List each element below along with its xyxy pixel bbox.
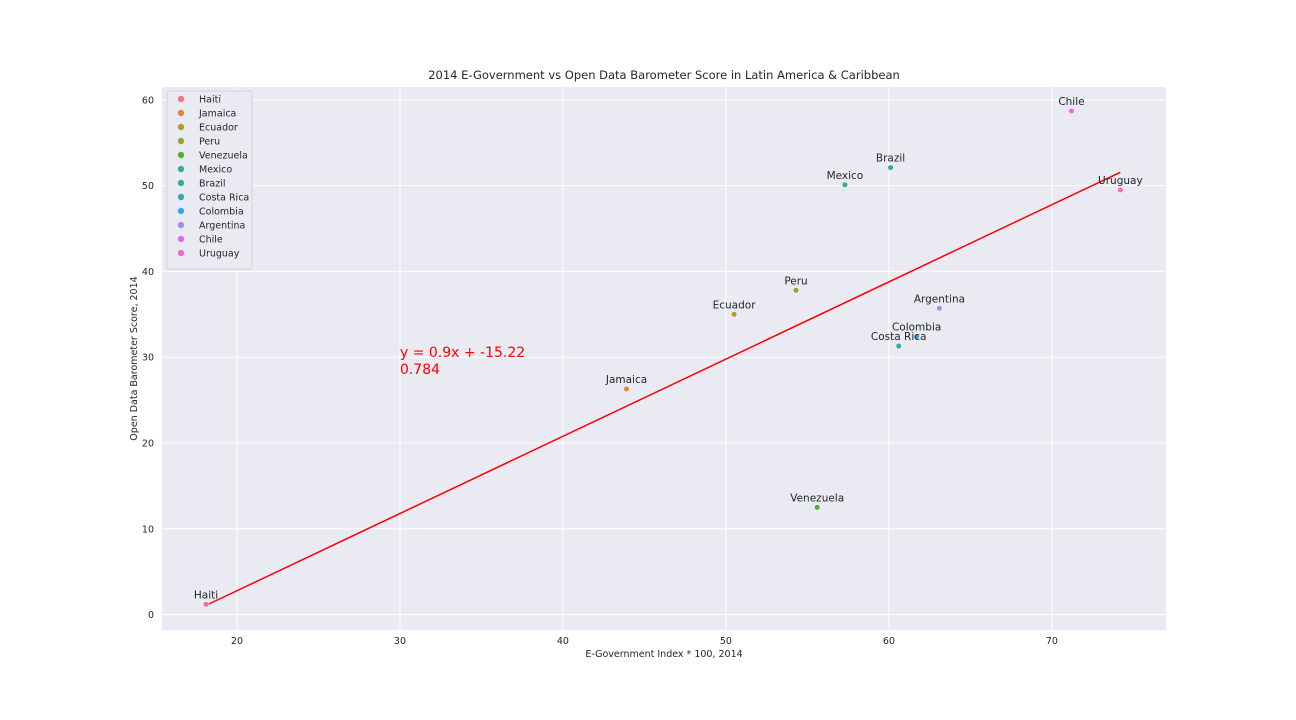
y-tick-label: 40	[142, 267, 154, 278]
point-label-mexico: Mexico	[827, 170, 864, 182]
legend-entry-brazil: Brazil	[199, 178, 226, 189]
x-axis-ticks: 20 30 40 50 60 70	[231, 636, 1058, 647]
grid	[162, 87, 1166, 630]
legend-marker-jamaica	[177, 109, 185, 117]
point-label-haiti: Haiti	[194, 589, 218, 601]
legend-entry-venezuela: Venezuela	[199, 150, 248, 161]
data-points	[202, 107, 1124, 608]
y-tick-label: 30	[142, 353, 154, 364]
legend-marker-argentina	[177, 221, 185, 229]
x-tick-label: 20	[231, 636, 243, 647]
legend-marker-mexico	[177, 165, 185, 173]
point-label-brazil: Brazil	[876, 153, 905, 165]
point-ecuador	[731, 311, 738, 318]
y-axis-label: Open Data Barometer Score, 2014	[129, 276, 140, 440]
legend: Haiti Jamaica Ecuador Peru Venezuela Mexico Br…	[166, 90, 253, 270]
correlation-value: 0.784	[400, 362, 440, 378]
point-costa-rica	[895, 343, 902, 350]
point-venezuela	[814, 504, 821, 511]
y-tick-label: 60	[142, 95, 154, 106]
y-tick-label: 0	[148, 610, 154, 621]
y-axis-ticks: 0 10 20 30 40 50 60	[142, 95, 154, 621]
y-tick-label: 10	[142, 524, 154, 535]
point-label-venezuela: Venezuela	[790, 492, 844, 504]
x-axis-label: E-Government Index * 100, 2014	[585, 649, 742, 660]
legend-entry-mexico: Mexico	[199, 164, 232, 175]
legend-entry-colombia: Colombia	[199, 206, 244, 217]
point-haiti	[202, 601, 210, 608]
legend-entry-chile: Chile	[199, 234, 223, 245]
point-label-costa-rica: Costa Rica	[871, 331, 927, 343]
point-colombia	[913, 333, 920, 340]
legend-entry-jamaica: Jamaica	[198, 108, 236, 119]
legend-entry-argentina: Argentina	[199, 220, 245, 231]
x-tick-label: 60	[883, 636, 895, 647]
point-label-jamaica: Jamaica	[605, 374, 647, 386]
point-labels: Haiti Jamaica Ecuador Peru Venezuela Mexico Br…	[194, 96, 1143, 601]
legend-entry-peru: Peru	[199, 136, 220, 147]
y-tick-label: 50	[142, 181, 154, 192]
plot-background	[162, 87, 1166, 630]
point-brazil	[887, 164, 894, 171]
regression-equation: y = 0.9x + -15.22	[400, 345, 525, 361]
y-tick-label: 20	[142, 438, 154, 449]
legend-items: Haiti Jamaica Ecuador Peru Venezuela Mexico Br…	[177, 94, 249, 259]
point-label-uruguay: Uruguay	[1098, 175, 1143, 187]
point-label-chile: Chile	[1058, 96, 1084, 108]
x-tick-label: 40	[557, 636, 569, 647]
x-tick-label: 50	[720, 636, 732, 647]
point-argentina	[936, 305, 943, 312]
point-chile	[1068, 107, 1075, 115]
legend-entry-uruguay: Uruguay	[199, 248, 240, 259]
legend-marker-brazil	[177, 179, 185, 187]
point-label-ecuador: Ecuador	[713, 299, 757, 311]
x-tick-label: 70	[1046, 636, 1058, 647]
legend-marker-ecuador	[177, 123, 185, 131]
legend-marker-haiti	[177, 95, 185, 103]
point-peru	[792, 287, 800, 294]
regression-line	[205, 171, 1121, 607]
legend-marker-costa-rica	[177, 193, 185, 201]
legend-marker-peru	[177, 137, 185, 145]
legend-marker-venezuela	[177, 151, 185, 159]
legend-entry-ecuador: Ecuador	[199, 122, 238, 133]
legend-entry-haiti: Haiti	[199, 94, 221, 105]
legend-entry-costa-rica: Costa Rica	[199, 192, 249, 203]
point-uruguay	[1117, 186, 1124, 193]
point-jamaica	[623, 385, 630, 393]
point-mexico	[841, 181, 848, 188]
point-label-colombia: Colombia	[892, 322, 941, 334]
point-label-argentina: Argentina	[914, 293, 965, 305]
chart-title: 2014 E-Government vs Open Data Barometer…	[428, 68, 900, 82]
x-tick-label: 30	[394, 636, 406, 647]
legend-marker-uruguay	[177, 249, 185, 257]
legend-marker-colombia	[177, 207, 185, 215]
legend-box	[166, 90, 253, 270]
point-label-peru: Peru	[784, 275, 807, 287]
legend-marker-chile	[177, 235, 185, 243]
